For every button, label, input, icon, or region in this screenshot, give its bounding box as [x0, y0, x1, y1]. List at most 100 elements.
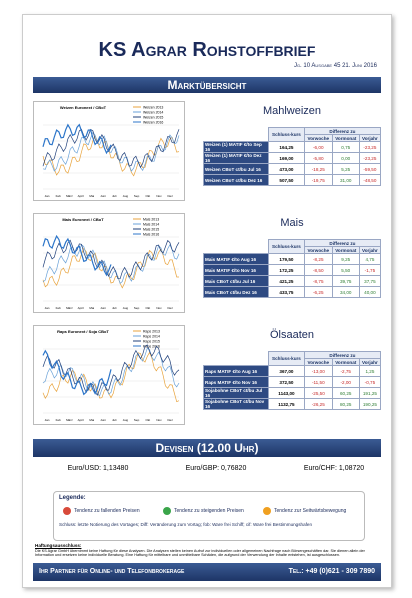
chart-line	[42, 128, 180, 169]
chart-title: Mais Euronext / CBoT	[62, 217, 104, 222]
value-cell: 80,25	[331, 398, 360, 410]
x-tick-label: Nov	[156, 418, 162, 422]
legend-item: Tendenz zu steigenden Preisen	[174, 508, 244, 514]
chart-line	[42, 234, 112, 277]
name-cell: Raps MATIF €/to Nov 16	[203, 376, 269, 388]
disclaimer-text: Die KS Agrar GmbH übernimmt keine Haftun…	[35, 549, 365, 558]
value-cell: 5,50	[331, 264, 360, 276]
tendency-icon	[163, 507, 171, 515]
value-cell: 473,00	[268, 163, 305, 175]
x-tick-label: Jan	[45, 418, 50, 422]
header-row: Vorwoche Vormonat Vorjahr	[204, 358, 382, 366]
value-cell: -23,25	[358, 152, 382, 164]
legend-item: Tendenz zur Seitwärtsbewegung	[274, 508, 347, 514]
chart-line	[42, 347, 180, 397]
price-row: Weizen (1) MATIF €/to Dez 16 169,00 -5,80 0…	[203, 152, 382, 164]
value-cell: -26,25	[303, 398, 333, 410]
value-cell: -8,25	[303, 253, 333, 265]
value-cell: -5,80	[303, 152, 333, 164]
head-close: Schluss-kurs	[268, 239, 305, 254]
head-close: Schluss-kurs	[268, 127, 305, 142]
empty-head	[204, 128, 269, 142]
price-row: Sojabohne CBoT ct/bu Nov 16 1132,75 -26,25…	[203, 398, 382, 410]
chart-line	[42, 247, 179, 289]
value-cell: -6,25	[303, 286, 333, 298]
value-cell: 0,00	[331, 152, 360, 164]
value-cell: -13,00	[303, 365, 333, 377]
x-tick-label: Nov	[156, 306, 162, 310]
header-row: Schluss-kurs Differenz zu	[204, 239, 382, 254]
legend-label: Weizen 2015	[143, 116, 163, 120]
currency-rate: Euro/CHF: 1,08720	[303, 465, 365, 472]
legend-label: Raps 2014	[143, 335, 160, 339]
value-cell: -2,75	[331, 365, 360, 377]
name-cell: Mais CBoT ct/bu Dez 16	[203, 286, 269, 298]
value-cell: 372,50	[268, 376, 305, 388]
name-cell: Weizen CBoT ct/bu Jul 16	[203, 163, 269, 175]
legend-item: Tendenz zu fallenden Preisen	[74, 508, 140, 514]
section-heading: Ölsaaten	[269, 329, 315, 341]
chart-title: Weizen Euronext / CBoT	[60, 105, 107, 110]
x-tick-label: Dez	[168, 418, 174, 422]
currency-rate: Euro/GBP: 0,76820	[185, 465, 247, 472]
value-cell: 169,00	[268, 152, 305, 164]
value-cell: -8,50	[303, 264, 333, 276]
value-cell: 40,00	[358, 286, 382, 298]
header-row: Vorwoche Vormonat Vorjahr	[204, 134, 382, 142]
value-cell: -19,75	[303, 174, 333, 186]
x-tick-label: Okt	[145, 194, 150, 198]
chart-line	[42, 123, 112, 155]
x-tick-label: Okt	[145, 418, 150, 422]
value-cell: -23,25	[358, 141, 382, 153]
name-cell: Mais CBoT ct/bu Jul 16	[203, 275, 269, 287]
x-tick-label: Aug	[123, 194, 129, 198]
name-cell: Raps MATIF €/to Aug 16	[203, 365, 269, 377]
head-year: Vorjahr	[358, 246, 382, 254]
value-cell: 5,25	[331, 163, 360, 175]
legend-label: Weizen 2016	[143, 121, 163, 125]
value-cell: 421,25	[268, 275, 305, 287]
x-tick-label: April	[78, 194, 84, 198]
legend-label: Raps 2015	[143, 340, 160, 344]
head-close: Schluss-kurs	[268, 351, 305, 366]
value-cell: -6,00	[303, 141, 333, 153]
value-cell: 31,00	[331, 174, 360, 186]
name-cell: Weizen (1) MATIF €/to Dez 16	[203, 152, 269, 164]
head-year: Vorjahr	[358, 358, 382, 366]
price-row: Mais CBoT ct/bu Jul 16 421,25 -8,75 39,75 37…	[203, 275, 382, 287]
head-diff: Differenz zu	[303, 239, 382, 247]
price-row: Raps MATIF €/to Aug 16 367,00 -13,00 -2,75 1…	[203, 365, 382, 377]
legend-label: Raps 2016	[143, 345, 160, 349]
x-tick-label: Juni	[100, 306, 106, 310]
x-tick-label: Sep	[134, 194, 140, 198]
value-cell: -8,75	[303, 275, 333, 287]
x-tick-label: Juli	[112, 306, 117, 310]
legend-label: Raps 2013	[143, 330, 160, 334]
name-cell: Sojabohne CBoT ct/bu Jul 16	[203, 387, 269, 399]
header-row: Schluss-kurs Differenz zu	[204, 351, 382, 366]
footer-phone: Tel.: +49 (0)621 - 309 7890	[288, 568, 375, 575]
legend-box	[53, 491, 365, 541]
legend-label: Weizen 2013	[143, 106, 163, 110]
chart: Weizen Euronext / CBoT Weizen 2013 Weizen …	[33, 101, 185, 201]
page: KS Agrar Rohstoffbrief Jg. 10 Ausgabe 45…	[22, 14, 392, 588]
x-tick-label: Dez	[168, 194, 174, 198]
section-heading: Mais	[280, 217, 304, 229]
head-week: Vorwoche	[303, 134, 333, 142]
head-year: Vorjahr	[358, 134, 382, 142]
head-month: Vormonat	[331, 358, 360, 366]
currency-bar: Devisen (12.00 Uhr)	[33, 439, 381, 457]
x-tick-label: Sep	[134, 418, 140, 422]
head-week: Vorwoche	[303, 246, 333, 254]
value-cell: -11,50	[303, 376, 333, 388]
x-tick-label: Juli	[112, 194, 117, 198]
chart-line	[42, 349, 112, 396]
legend-label: Mais 2013	[143, 218, 159, 222]
chart-line	[42, 244, 180, 285]
price-table: Schluss-kurs Differenz zu Vorwoche Vormonat…	[203, 351, 382, 410]
head-month: Vormonat	[331, 246, 360, 254]
x-tick-label: Mai	[89, 306, 94, 310]
price-row: Raps MATIF €/to Nov 16 372,50 -11,50 -2,00-…	[203, 376, 382, 388]
head-diff: Differenz zu	[303, 351, 382, 359]
price-table: Schluss-kurs Differenz zu Vorwoche Vormonat…	[203, 127, 382, 186]
